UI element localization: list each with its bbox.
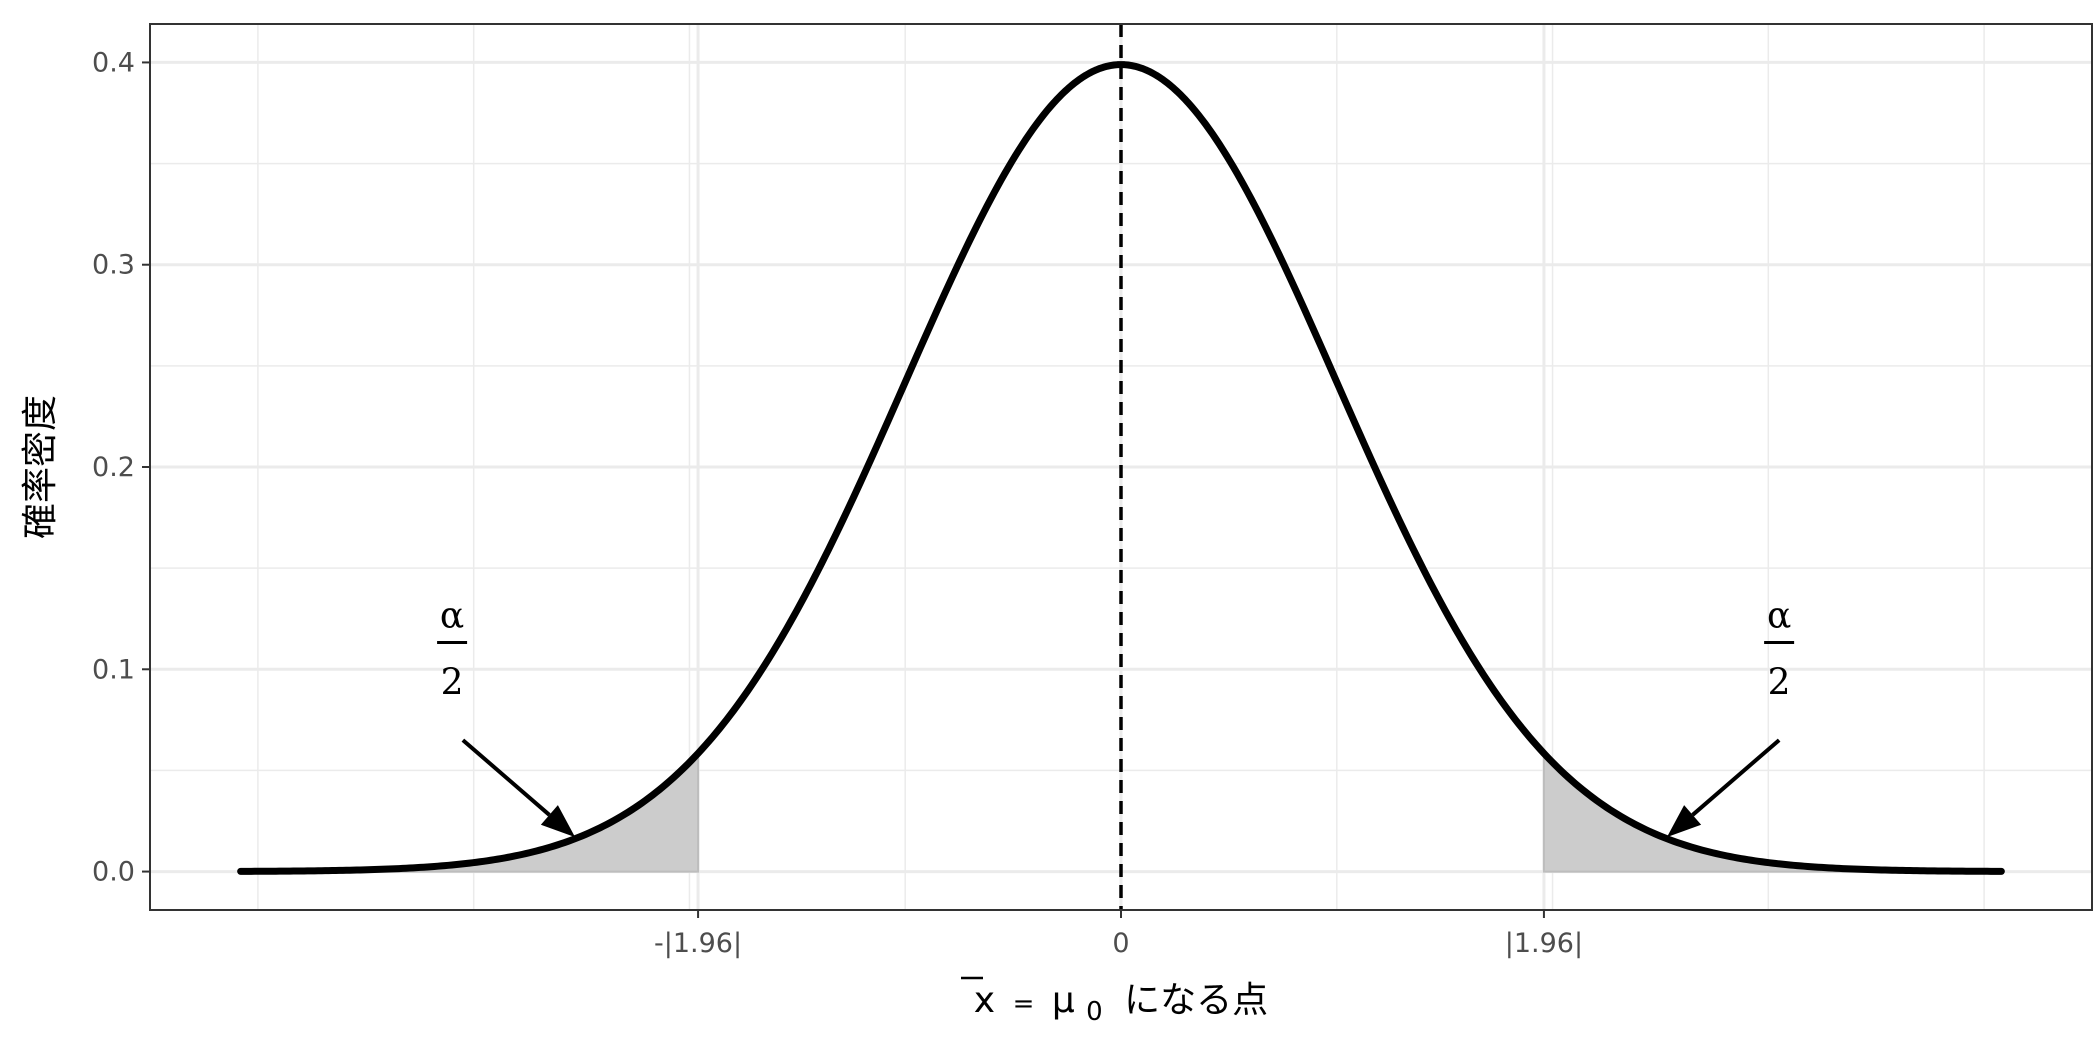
annotation-numerator: α <box>1767 596 1791 637</box>
y-tick-label: 0.2 <box>92 452 135 483</box>
annotation-alpha-over-2: α2 <box>1666 596 1795 838</box>
density-curve <box>237 61 2005 875</box>
y-tick-label: 0.0 <box>92 857 135 888</box>
x-tick-label: -|1.96| <box>654 928 742 959</box>
y-axis: 0.0 0.1 0.2 0.3 0.4 <box>92 47 150 888</box>
annotation-numerator: α <box>440 596 464 637</box>
y-axis-title: 確率密度 <box>20 395 61 539</box>
y-tick-label: 0.1 <box>92 654 135 685</box>
y-tick-label: 0.4 <box>92 47 135 78</box>
x-axis-title-suffix: になる点 <box>1124 980 1268 1021</box>
x-tick-label: |1.96| <box>1505 928 1583 959</box>
x-tick-label: 0 <box>1112 928 1129 959</box>
x-axis-title-xbar: x <box>974 980 995 1021</box>
annotation-arrow-shaft <box>461 738 551 817</box>
annotation-arrow-shaft <box>1691 738 1781 817</box>
annotation-denominator: 2 <box>1768 663 1791 704</box>
annotation-arrow-head <box>1666 805 1702 838</box>
x-axis-title-equals: = <box>1013 989 1035 1019</box>
x-axis-title: x = μ 0 になる点 <box>961 976 1268 1029</box>
annotation-denominator: 2 <box>441 663 464 704</box>
svg-text:x = μ 0: x = μ 0 になる点 <box>974 980 1268 1029</box>
annotation-alpha-over-2: α2 <box>437 596 576 838</box>
x-axis: -|1.96| 0 |1.96| <box>654 910 1583 959</box>
x-axis-title-mu-subscript: 0 <box>1086 997 1103 1027</box>
x-axis-title-mu: μ <box>1052 980 1075 1021</box>
y-tick-label: 0.3 <box>92 250 135 281</box>
annotation-arrow-head <box>540 805 576 838</box>
